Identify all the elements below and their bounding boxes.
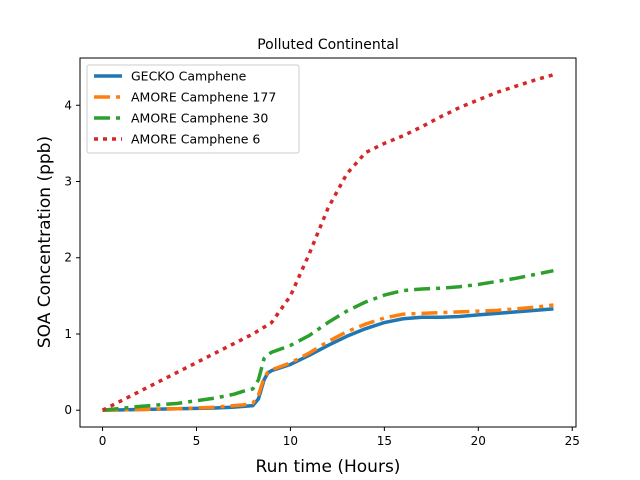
- legend: GECKO Camphene AMORE Camphene 177 AMORE Ca…: [86, 64, 300, 154]
- y-tick-label: 4: [64, 98, 72, 112]
- x-tick-label: 0: [99, 434, 107, 448]
- y-axis-label: SOA Concentration (ppb): [35, 136, 55, 348]
- plot-area: [79, 57, 577, 428]
- plot-frame: [79, 57, 577, 428]
- y-tick-label: 1: [64, 327, 72, 341]
- series-line-4: [101, 73, 554, 412]
- x-axis-label: Run time (Hours): [256, 457, 401, 477]
- legend-label-3: AMORE Camphene 30: [131, 111, 268, 126]
- y-tick-label: 2: [64, 251, 72, 265]
- chart-title: Polluted Continental: [257, 37, 399, 53]
- x-tick-label: 20: [471, 434, 486, 448]
- x-tick-label: 25: [565, 434, 580, 448]
- y-axis: 0 1 2 3 4: [64, 98, 80, 417]
- x-tick-label: 10: [283, 434, 298, 448]
- series-group: [101, 73, 554, 412]
- legend-entries: GECKO Camphene AMORE Camphene 177 AMORE Ca…: [94, 69, 276, 147]
- legend-label-2: AMORE Camphene 177: [131, 90, 276, 105]
- legend-box: [86, 64, 300, 154]
- x-tick-label: 5: [193, 434, 201, 448]
- x-tick-label: 15: [377, 434, 392, 448]
- x-axis: 0 5 10 15 20 25: [99, 427, 580, 448]
- y-tick-label: 3: [64, 175, 72, 189]
- series-line-2: [102, 303, 554, 412]
- legend-label-1: GECKO Camphene: [131, 69, 247, 84]
- y-tick-label: 0: [64, 403, 72, 417]
- series-line-3: [102, 268, 554, 412]
- legend-label-4: AMORE Camphene 6: [131, 132, 260, 147]
